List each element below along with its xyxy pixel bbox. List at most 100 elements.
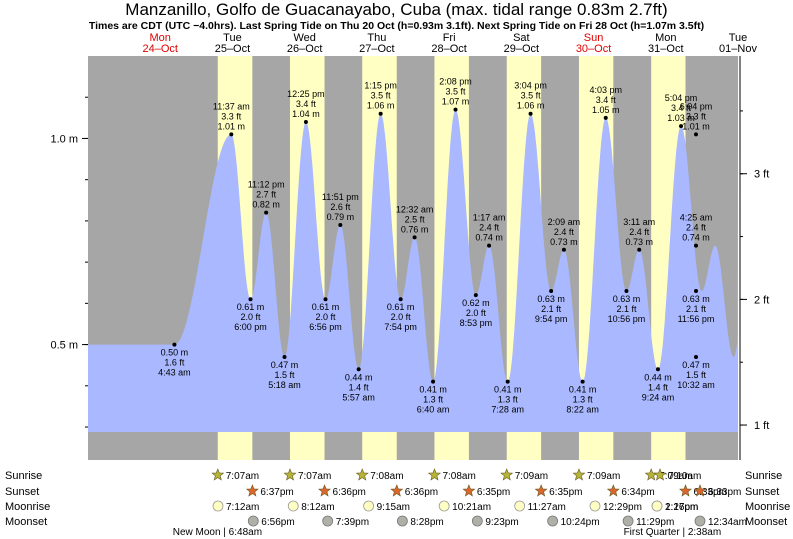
tide-label: 11:56 pm (678, 314, 715, 324)
day-date: 28–Oct (431, 43, 466, 55)
tide-label: 2.4 ft (554, 227, 575, 237)
low-tide-marker: 0.41 m1.3 ft7:28 am (491, 379, 524, 415)
moonset-icon (322, 515, 334, 527)
low-tide-marker: 0.61 m2.0 ft7:54 pm (384, 297, 417, 332)
tide-label: 3.4 ft (296, 99, 317, 109)
tide-label: 4:43 am (158, 368, 191, 378)
moonset-time: 12:34am (708, 517, 747, 528)
high-tide-marker: 12:25 pm3.4 ft1.04 m (287, 89, 325, 124)
tide-label: 2.1 ft (686, 304, 707, 314)
moonrise-time: 8:12am (301, 502, 334, 513)
tide-label: 3.3 ft (686, 111, 707, 121)
sunrise-time: 7:08am (442, 471, 475, 482)
sunset-icon (534, 484, 548, 497)
low-tide-marker: 0.44 m1.4 ft5:57 am (342, 367, 375, 402)
tide-label: 1.4 ft (648, 382, 669, 392)
moonrise-time: 12:29pm (603, 502, 642, 513)
tide-point (694, 132, 698, 137)
sunrise-icon (572, 468, 586, 481)
tide-label: 11:37 am (213, 101, 250, 111)
moonrise-time: 9:15am (377, 502, 410, 513)
moonset-icon (247, 515, 259, 527)
tide-label: 0.41 m (419, 385, 447, 395)
tide-label: 11:51 pm (322, 192, 359, 202)
tide-label: 2:09 am (548, 217, 581, 227)
tide-point (473, 293, 478, 298)
tide-label: 7:28 am (491, 405, 524, 415)
tide-point (694, 354, 698, 359)
tide-point (282, 354, 287, 359)
tide-label: 2:08 pm (439, 77, 472, 87)
astro-table: Sunrise Sunrise Sunset Sunset Moonrise Moonri… (5, 468, 790, 538)
tide-label: 0.63 m (682, 294, 710, 304)
moonrise-icon (589, 500, 601, 512)
sunrise-icon (644, 468, 658, 481)
day-date: 24–Oct (142, 43, 177, 55)
sunset-icon (390, 484, 404, 497)
row-label-left: Sunset (5, 486, 39, 498)
sunset-icon (462, 484, 476, 497)
tide-point (412, 235, 417, 240)
day-date: 31–Oct (648, 43, 683, 55)
moonset-time: 7:39pm (336, 517, 369, 528)
tide-label: 0.63 m (613, 294, 641, 304)
tide-label: 3.3 ft (221, 111, 242, 121)
moonset-time: 8:28pm (410, 517, 443, 528)
high-tide-marker: 1:15 pm3.5 ft1.06 m (364, 81, 397, 116)
row-label-right: Sunset (745, 486, 779, 498)
low-tide-marker: 0.50 m1.6 ft4:43 am (158, 342, 191, 378)
right-tick-label: 2 ft (754, 294, 769, 306)
day-date: 26–Oct (287, 43, 322, 55)
tide-label: 0.50 m (161, 348, 189, 358)
tide-point (378, 111, 383, 116)
tide-label: 3.5 ft (521, 91, 542, 101)
high-tide-marker: 11:51 pm2.6 ft0.79 m (322, 192, 359, 228)
tide-label: 3.4 ft (596, 95, 617, 105)
moonrise-icon (651, 500, 663, 512)
chart-axes: 0.5 m 1.0 m 1 ft 2 ft 3 ft (50, 56, 769, 460)
tide-label: 1.06 m (517, 101, 545, 111)
low-tide-marker: 0.41 m1.3 ft6:40 am (417, 379, 449, 415)
tide-label: 1.05 m (592, 105, 620, 115)
tide-label: 2.4 ft (479, 223, 500, 233)
tide-label: 1.3 ft (498, 395, 519, 405)
tide-point (549, 288, 554, 293)
moonset-icon (622, 515, 634, 527)
moonset-time: 10:24pm (561, 517, 600, 528)
moonrise-time: 11:27am (528, 502, 566, 513)
tide-curve (88, 109, 738, 432)
low-tide-marker: 0.44 m1.4 ft9:24 am (642, 367, 674, 402)
tide-label: 0.41 m (494, 385, 522, 395)
tide-label: 0.61 m (387, 302, 415, 312)
tide-label: 1.01 m (682, 121, 710, 131)
day-date: 29–Oct (504, 43, 539, 55)
tide-point (248, 297, 253, 302)
sunset-time: 6:33pm (693, 487, 726, 498)
high-tide-marker: 12:32 am2.5 ft0.76 m (396, 204, 433, 240)
tide-point (172, 342, 177, 347)
moonset-icon (694, 515, 706, 527)
day-date: 25–Oct (215, 43, 250, 55)
high-tide-marker: 5:04 pm3.4 ft1.03 m (665, 93, 698, 129)
low-tide-marker: 0.62 m2.0 ft8:53 pm (460, 293, 492, 328)
left-tick-label: 1.0 m (50, 133, 78, 145)
tide-label: 1.5 ft (686, 370, 707, 380)
tide-label: 1:15 pm (364, 81, 397, 91)
low-tide-marker: 0.63 m2.1 ft9:54 pm (535, 288, 567, 324)
sunrise-icon (427, 468, 441, 481)
tide-label: 2.4 ft (686, 223, 707, 233)
high-tide-marker: 2:09 am2.4 ft0.73 m (548, 217, 581, 252)
day-name: Tue (729, 32, 748, 44)
tide-point (356, 367, 361, 372)
day-date: 27–Oct (359, 43, 394, 55)
tide-label: 11:12 pm (248, 180, 285, 190)
tide-label: 8:22 am (566, 405, 599, 415)
high-tide-marker: 4:03 pm3.4 ft1.05 m (589, 85, 622, 120)
tide-label: 0.44 m (644, 372, 672, 382)
tide-label: 5:04 pm (665, 93, 698, 103)
tide-point (603, 115, 608, 120)
day-name: Tue (223, 32, 242, 44)
high-tide-marker: 11:37 am3.3 ft1.01 m (213, 101, 250, 137)
